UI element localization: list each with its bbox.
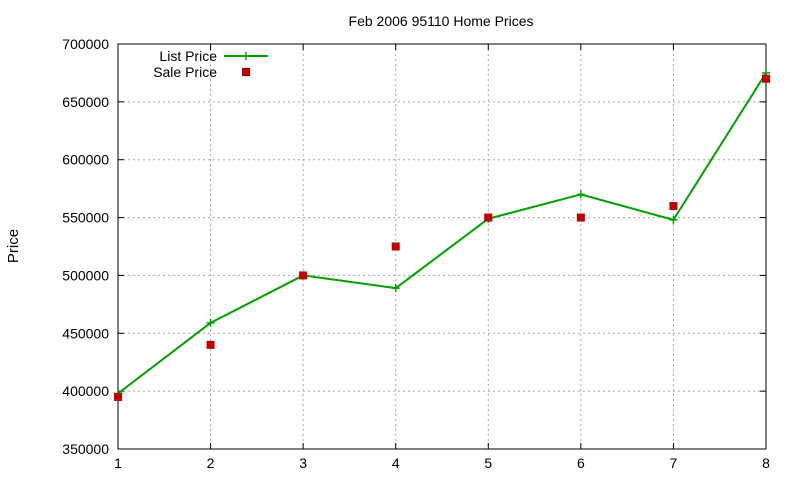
legend-item: List Price [159, 48, 268, 64]
data-point-plus [576, 190, 585, 199]
y-tick-label: 500000 [62, 267, 109, 283]
x-tick-label: 1 [114, 455, 122, 471]
data-point-plus [206, 318, 215, 327]
y-tick-label: 650000 [62, 94, 109, 110]
x-tick-label: 6 [577, 455, 585, 471]
axis-ticks: 1 2 3 4 5 6 7 8 350000 400000 450000 500000 550000 60… [62, 36, 770, 471]
data-point-square [391, 242, 400, 251]
y-tick-label: 550000 [62, 210, 109, 226]
data-point-square [299, 271, 308, 280]
y-tick-label: 350000 [62, 441, 109, 457]
legend-square-swatch [242, 68, 250, 76]
data-point-plus [391, 284, 400, 293]
y-tick-label: 600000 [62, 152, 109, 168]
x-tick-label: 7 [670, 455, 678, 471]
series-sale-price [114, 74, 770, 401]
data-point-square [762, 74, 770, 83]
legend-item: Sale Price [153, 64, 250, 80]
y-tick-label: 450000 [62, 325, 109, 341]
x-tick-label: 4 [392, 455, 400, 471]
legend-label: List Price [159, 48, 217, 64]
y-tick-label: 700000 [62, 36, 109, 52]
data-point-square [669, 202, 678, 210]
plot-frame [117, 43, 767, 450]
series-layer [114, 68, 770, 401]
data-point-plus [669, 215, 678, 224]
legend-plus-swatch [242, 52, 250, 60]
x-tick-label: 2 [207, 455, 215, 471]
y-tick-label: 400000 [62, 383, 109, 399]
x-tick-label: 3 [299, 455, 307, 471]
grid [118, 44, 766, 449]
data-point-square [114, 392, 122, 401]
data-point-square [206, 340, 215, 349]
series-line [117, 72, 767, 395]
plot-border [117, 43, 767, 450]
chart-title: Feb 2006 95110 Home Prices [349, 13, 534, 29]
y-axis-label: Price [5, 229, 22, 263]
data-point-square [484, 213, 493, 222]
x-tick-label: 5 [484, 455, 492, 471]
data-point-square [576, 213, 585, 222]
legend-label: Sale Price [153, 64, 217, 80]
x-tick-label: 8 [762, 455, 770, 471]
